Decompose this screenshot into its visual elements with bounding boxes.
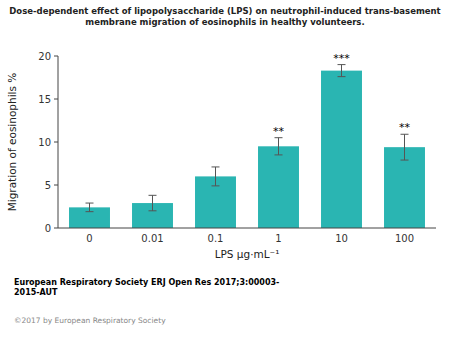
footnote-line: European Respiratory Society ERJ Open Re… <box>14 278 279 287</box>
marks <box>69 65 425 228</box>
x-axis-label: LPS μg·mL⁻¹ <box>215 248 280 260</box>
y-tick <box>54 185 58 186</box>
y-axis-label: Migration of eosinophils % <box>6 73 18 212</box>
y-tick-label: 5 <box>45 180 51 191</box>
error-bar <box>149 195 157 210</box>
y-tick-label: 20 <box>38 51 51 62</box>
y-tick-label: 10 <box>38 137 51 148</box>
error-stem <box>404 134 405 160</box>
footnote: ©2017 by European Respiratory Society <box>14 316 166 325</box>
error-cap <box>149 195 157 196</box>
error-bar <box>401 134 409 160</box>
error-cap <box>275 154 283 155</box>
error-stem <box>89 203 90 212</box>
error-cap <box>212 185 220 186</box>
x-tick-label: 0.01 <box>141 233 163 244</box>
y-tick-label: 15 <box>38 94 51 105</box>
y-tick <box>54 56 58 57</box>
error-cap <box>149 210 157 211</box>
y-tick-label: 0 <box>45 223 51 234</box>
error-bar <box>212 167 220 186</box>
bar <box>321 71 362 228</box>
title-line: membrane migration of eosinophils in hea… <box>85 17 364 27</box>
x-axis-line <box>58 228 436 229</box>
error-stem <box>278 138 279 155</box>
bar <box>258 146 299 228</box>
x-tick-label: 100 <box>395 233 414 244</box>
y-tick <box>54 228 58 229</box>
x-tick-label: 1 <box>275 233 281 244</box>
footnote-line: ©2017 by European Respiratory Society <box>14 316 166 325</box>
error-stem <box>152 195 153 210</box>
chart: Dose-dependent effect of lipopolysacchar… <box>0 0 450 338</box>
error-cap <box>401 160 409 161</box>
title: Dose-dependent effect of lipopolysacchar… <box>9 6 440 27</box>
footnote: European Respiratory Society ERJ Open Re… <box>14 278 279 297</box>
error-stem <box>341 65 342 77</box>
significance-label: *** <box>333 52 350 65</box>
error-stem <box>215 167 216 186</box>
error-cap <box>338 76 346 77</box>
error-cap <box>86 211 94 212</box>
x-tick-label: 0.1 <box>208 233 224 244</box>
title-line: Dose-dependent effect of lipopolysacchar… <box>9 6 440 16</box>
error-bar <box>338 65 346 77</box>
y-tick <box>54 99 58 100</box>
footnote-line: 2015-AUT <box>14 288 58 297</box>
error-cap <box>86 203 94 204</box>
x-tick-label: 10 <box>335 233 348 244</box>
error-cap <box>212 166 220 167</box>
significance-label: ** <box>399 121 411 134</box>
error-bar <box>275 138 283 155</box>
significance-label: ** <box>273 125 285 138</box>
x-tick-label: 0 <box>86 233 92 244</box>
y-tick <box>54 142 58 143</box>
error-bar <box>86 203 94 212</box>
